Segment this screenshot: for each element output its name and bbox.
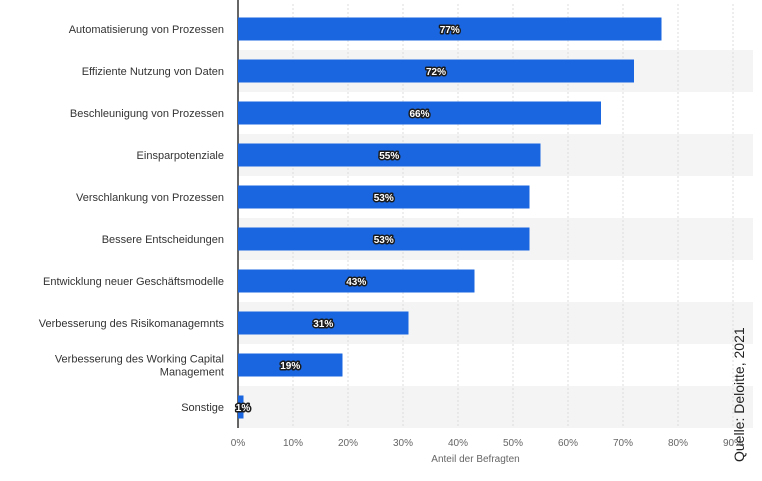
value-label: 77%	[440, 25, 460, 36]
x-tick-label: 40%	[448, 438, 468, 449]
x-tick-label: 80%	[668, 438, 688, 449]
x-tick-label: 50%	[503, 438, 523, 449]
value-label-outline: 1%	[236, 403, 251, 414]
x-tick-label: 20%	[338, 438, 358, 449]
x-tick-label: 0%	[231, 438, 246, 449]
bar	[238, 227, 530, 251]
value-label: 19%	[280, 361, 300, 372]
category-label: Management	[160, 367, 224, 379]
value-label-outline: 66%	[409, 109, 429, 120]
bar	[238, 185, 530, 209]
value-label: 31%	[313, 319, 333, 330]
category-label: Sonstige	[181, 402, 224, 414]
x-tick-label: 30%	[393, 438, 413, 449]
value-label: 72%	[426, 67, 446, 78]
value-label-outline: 72%	[426, 67, 446, 78]
value-label-outline: 77%	[440, 25, 460, 36]
x-axis-title: Anteil der Befragten	[431, 454, 519, 465]
value-label-outline: 53%	[374, 193, 394, 204]
x-tick-label: 60%	[558, 438, 578, 449]
value-label: 43%	[346, 277, 366, 288]
category-label: Verbesserung des Working Capital	[55, 354, 224, 366]
bar	[238, 17, 662, 41]
bar	[238, 269, 475, 293]
bar	[238, 395, 244, 419]
value-label: 53%	[374, 235, 394, 246]
x-tick-label: 10%	[283, 438, 303, 449]
bar	[238, 353, 343, 377]
bars	[238, 17, 662, 419]
row-band	[238, 386, 753, 428]
category-label: Verbesserung des Risikomanagemnts	[39, 318, 225, 330]
x-tick-labels: 0% 10% 20% 30% 40% 50% 60% 70% 80% 90%	[231, 438, 743, 449]
value-label-outline: 31%	[313, 319, 333, 330]
value-label: 53%	[374, 193, 394, 204]
value-label-outline: 19%	[280, 361, 300, 372]
category-label: Einsparpotenziale	[137, 150, 224, 162]
category-label: Entwicklung neuer Geschäftsmodelle	[43, 276, 224, 288]
value-labels: 77%77%72%72%66%66%55%55%53%53%53%53%43%4…	[234, 24, 461, 416]
category-label: Verschlankung von Prozessen	[76, 192, 224, 204]
value-label: 1%	[236, 403, 251, 414]
bar	[238, 143, 541, 167]
x-tick-label: 70%	[613, 438, 633, 449]
value-label-outline: 55%	[379, 151, 399, 162]
source-note: Quelle: Deloitte, 2021	[731, 327, 747, 462]
x-tick-label: 90%	[723, 438, 743, 449]
category-label: Beschleunigung von Prozessen	[70, 108, 224, 120]
category-label: Effiziente Nutzung von Daten	[82, 66, 224, 78]
bar	[238, 101, 601, 125]
bar	[238, 311, 409, 335]
category-label: Automatisierung von Prozessen	[69, 24, 224, 36]
value-label: 55%	[379, 151, 399, 162]
value-label-outline: 53%	[374, 235, 394, 246]
category-label: Bessere Entscheidungen	[102, 234, 224, 246]
value-label: 66%	[409, 109, 429, 120]
bar	[238, 59, 634, 83]
category-labels: Automatisierung von Prozessen Effiziente …	[39, 24, 225, 414]
value-label-outline: 43%	[346, 277, 366, 288]
